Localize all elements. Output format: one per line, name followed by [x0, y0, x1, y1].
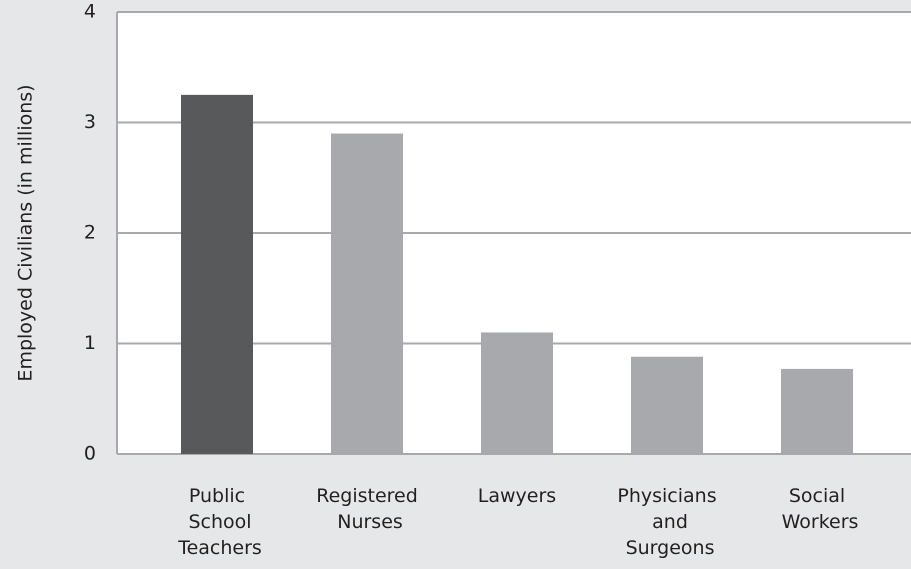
- y-tick-label: 1: [84, 332, 96, 354]
- bar: [481, 332, 553, 454]
- bar: [331, 133, 403, 455]
- x-tick-label: Physicians and Surgeons: [617, 485, 716, 559]
- bar: [631, 356, 703, 454]
- x-tick-label: Public School Teachers: [172, 485, 262, 559]
- bar: [181, 94, 253, 454]
- y-tick-label: 2: [84, 222, 96, 244]
- x-tick-label: Lawyers: [478, 485, 556, 507]
- bar: [781, 368, 853, 454]
- y-tick-label: 3: [84, 111, 96, 133]
- y-axis-label: Employed Civilians (in millions): [15, 84, 37, 381]
- x-tick-label: Social Workers: [776, 485, 859, 533]
- y-tick-label: 4: [84, 1, 96, 23]
- x-tick-label: Registered Nurses: [316, 485, 418, 533]
- y-tick-label: 0: [84, 443, 96, 465]
